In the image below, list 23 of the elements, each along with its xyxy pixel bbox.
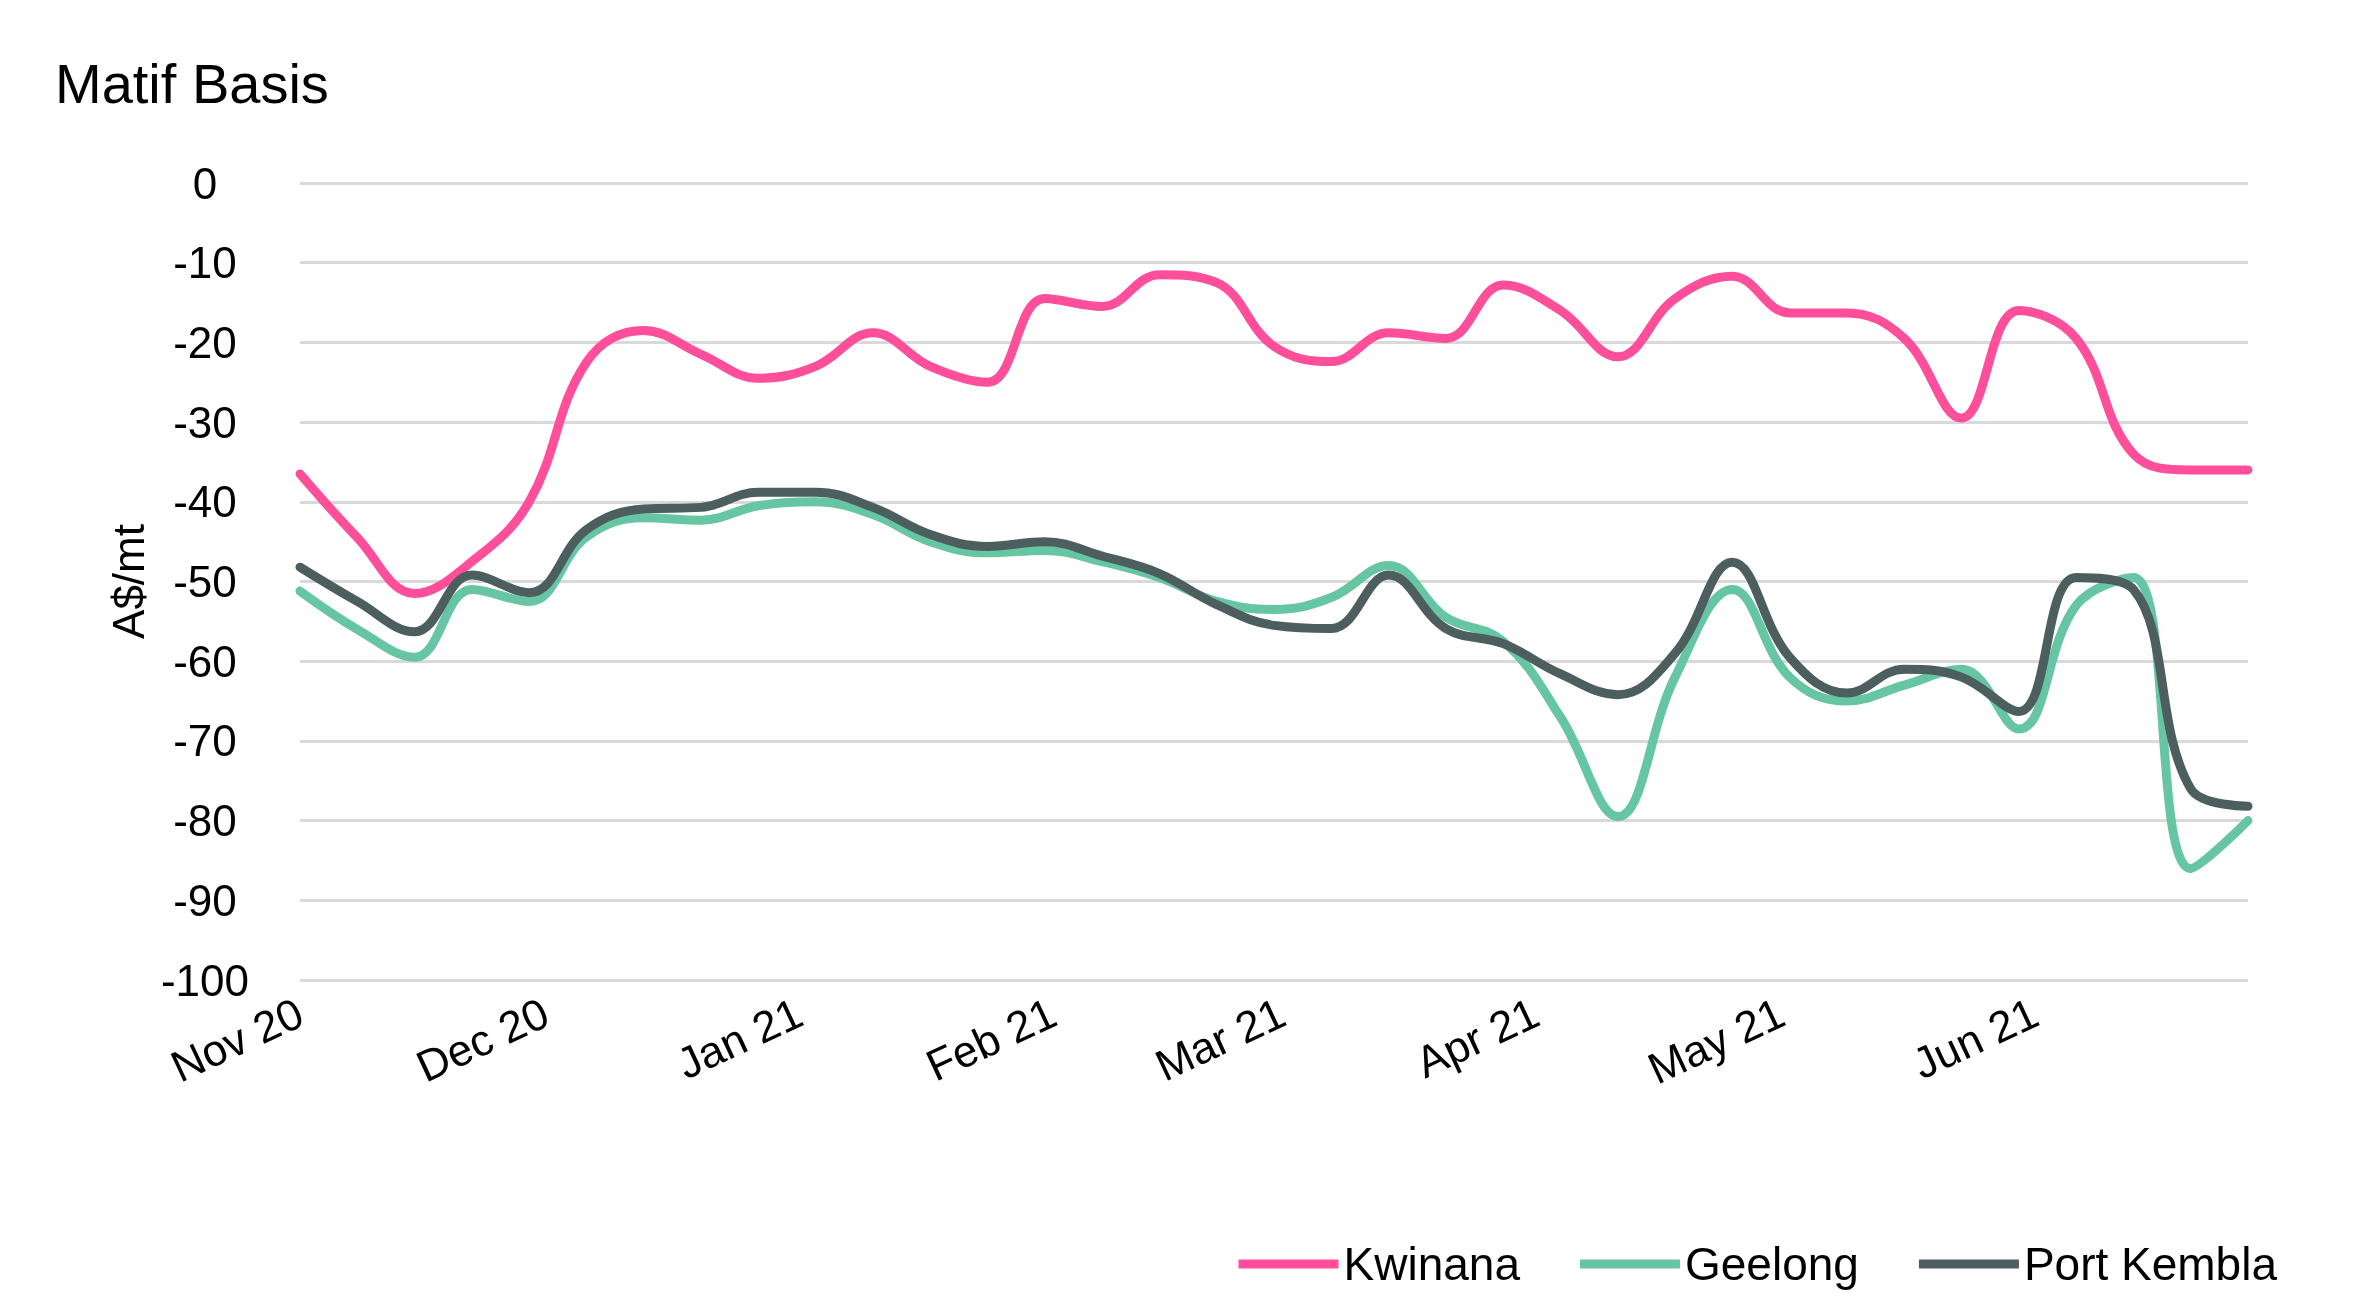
x-tick-label: Jan 21 — [669, 987, 810, 1089]
y-tick-label: 0 — [192, 158, 218, 208]
y-tick-label: -50 — [173, 557, 237, 606]
x-tick-label: Dec 20 — [408, 987, 556, 1092]
x-tick-label: May 21 — [1640, 987, 1792, 1094]
x-tick-label: Mar 21 — [1147, 987, 1293, 1091]
x-tick-label: Feb 21 — [918, 987, 1064, 1091]
y-tick-label: -60 — [173, 636, 237, 686]
y-tick-label: -40 — [173, 477, 237, 527]
legend-label: Kwinana — [1343, 1238, 1521, 1290]
legend-label: Geelong — [1684, 1238, 1859, 1290]
chart-title: Matif Basis — [55, 51, 329, 115]
y-tick-label: -70 — [173, 716, 237, 766]
y-axis-title: A$/mt — [103, 524, 153, 639]
y-tick-label: -30 — [173, 397, 237, 447]
legend-label: Port Kembla — [2023, 1238, 2278, 1290]
y-tick-label: -100 — [160, 955, 250, 1005]
y-tick-label: -20 — [173, 317, 237, 367]
y-tick-label: -90 — [173, 875, 237, 925]
x-tick-label: Jun 21 — [1905, 987, 2046, 1089]
x-tick-label: Apr 21 — [1408, 987, 1547, 1088]
y-tick-label: -80 — [173, 796, 237, 846]
y-tick-label: -10 — [173, 238, 237, 288]
